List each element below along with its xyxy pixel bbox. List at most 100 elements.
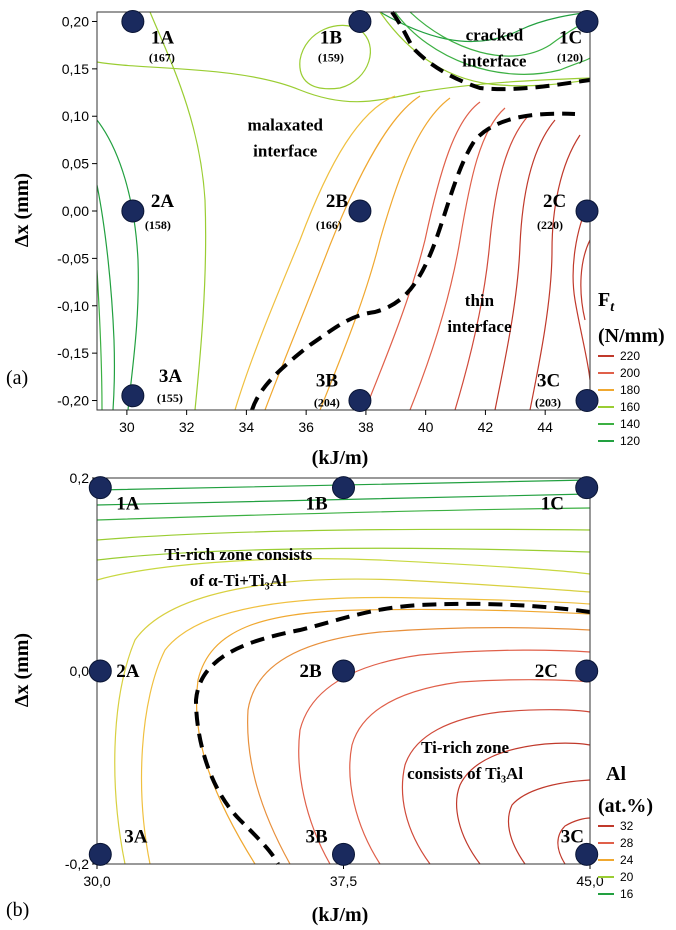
sample-point-label: 3C <box>561 826 584 847</box>
sample-point-value: (120) <box>557 50 583 64</box>
x-tick-label: 42 <box>478 419 494 435</box>
sample-point-marker <box>575 659 599 683</box>
sample-point-label: 1A <box>151 27 175 48</box>
legend-level-label: 140 <box>620 417 640 431</box>
legend-level-label: 28 <box>620 836 634 850</box>
region-annotation: malaxated interface <box>247 115 323 160</box>
y-tick-label: 0,20 <box>62 13 89 29</box>
sample-point-value: (155) <box>157 391 183 405</box>
annotations-a: cracked interface malaxated interface thin in… <box>247 25 526 335</box>
sample-point-value: (158) <box>145 218 171 232</box>
x-axis-label-b: (kJ/m) <box>312 904 369 926</box>
sample-point-marker <box>121 384 145 408</box>
y-tick-label: -0,05 <box>57 250 89 266</box>
legend-items-a: 220 200 180 160 140 120 <box>598 349 640 448</box>
legend-level-label: 220 <box>620 349 640 363</box>
x-tick-label: 30,0 <box>83 873 110 889</box>
legend-level-label: 32 <box>620 819 634 833</box>
legend-level-label: 160 <box>620 400 640 414</box>
y-tick-label: 0,0 <box>70 663 90 679</box>
sample-point-label: 1C <box>541 494 564 515</box>
sample-point-value: (203) <box>535 396 561 410</box>
legend-title-b: Al <box>606 763 626 785</box>
y-ticks-a: 0,20 0,15 0,10 0,05 0,00 -0,05 -0,10 -0,15 -0,20 <box>57 13 97 409</box>
sample-point-value: (220) <box>537 218 563 232</box>
sample-point-label: 2A <box>116 661 140 682</box>
x-ticks-a: 30 32 34 36 38 40 42 44 <box>119 410 553 435</box>
sample-point-marker <box>332 659 355 683</box>
x-tick-label: 45,0 <box>576 873 603 889</box>
sample-point-marker <box>575 842 599 866</box>
sample-point-value: (166) <box>316 218 342 232</box>
sample-point-marker <box>348 199 372 223</box>
legend-a: Ft (N/mm) 220 200 180 160 140 120 <box>598 289 665 448</box>
sample-point-label: 3A <box>159 366 183 387</box>
x-tick-label: 32 <box>179 419 195 435</box>
y-tick-label: -0,10 <box>57 298 89 314</box>
y-tick-label: -0,2 <box>65 856 89 872</box>
y-tick-label: 0,05 <box>62 156 89 172</box>
y-tick-label: 0,15 <box>62 61 89 77</box>
y-tick-label: 0,00 <box>62 203 89 219</box>
sample-point-label: 1C <box>559 27 582 48</box>
y-ticks-b: 0,2 0,0 -0,2 <box>65 470 97 872</box>
contour-plot-b <box>96 477 591 865</box>
region-annotation: Ti-rich zone consists of α-Ti+Ti₃Al <box>164 545 312 590</box>
panel-b: 30,0 37,5 45,0 0,2 0,0 -0,2 (kJ/m) Δx (mm) (… <box>6 470 653 926</box>
y-axis-label-b: Δx (mm) <box>11 633 33 707</box>
sample-point-marker <box>575 9 599 33</box>
x-ticks-b: 30,0 37,5 45,0 <box>83 864 604 889</box>
region-annotation: thin interface <box>447 291 512 336</box>
sample-point-value: (204) <box>314 396 340 410</box>
sample-point-label: 2A <box>151 191 175 212</box>
x-tick-label: 38 <box>358 419 374 435</box>
x-tick-label: 36 <box>298 419 314 435</box>
points-b: 1A 1B 1C 2A 2B 2C 3A 3B 3C <box>88 476 599 866</box>
legend-b: Al (at.%) 32 28 24 20 16 <box>598 763 653 901</box>
sample-point-marker <box>332 842 355 866</box>
sample-point-marker <box>575 476 599 500</box>
x-tick-label: 44 <box>537 419 553 435</box>
sample-point-label: 3B <box>316 371 339 392</box>
sample-point-marker <box>575 199 599 223</box>
sample-point-label: 1B <box>306 494 329 515</box>
sample-point-label: 2C <box>543 191 566 212</box>
annotations-b: Ti-rich zone consists of α-Ti+Ti₃Al Ti-ric… <box>164 545 523 783</box>
legend-unit-b: (at.%) <box>598 795 653 817</box>
panel-label-a: (a) <box>6 367 28 389</box>
sample-point-label: 1A <box>116 494 140 515</box>
legend-level-label: 120 <box>620 434 640 448</box>
sample-point-value: (159) <box>318 50 344 64</box>
y-axis-label-a: Δx (mm) <box>11 173 33 247</box>
legend-level-label: 24 <box>620 853 634 867</box>
legend-level-label: 180 <box>620 383 640 397</box>
x-tick-label: 30 <box>119 419 135 435</box>
y-tick-label: -0,20 <box>57 393 89 409</box>
x-tick-label: 34 <box>239 419 255 435</box>
sample-point-marker <box>88 842 112 866</box>
legend-unit-a: (N/mm) <box>598 325 665 347</box>
panel-a: 30 32 34 36 38 40 42 44 0,20 0,15 0,10 0,05 0,00 -0,… <box>6 9 665 469</box>
sample-point-label: 3A <box>124 826 148 847</box>
sample-point-label: 2B <box>300 661 323 682</box>
sample-point-label: 3C <box>537 371 560 392</box>
sample-point-marker <box>88 476 112 500</box>
sample-point-marker <box>348 389 372 413</box>
y-tick-label: 0,2 <box>70 470 90 486</box>
sample-point-label: 2C <box>535 661 558 682</box>
legend-level-label: 20 <box>620 870 634 884</box>
sample-point-marker <box>575 389 599 413</box>
legend-items-b: 32 28 24 20 16 <box>598 819 634 901</box>
x-axis-label-a: (kJ/m) <box>312 447 369 469</box>
x-tick-label: 40 <box>418 419 434 435</box>
region-annotation: Ti-rich zone consists of Ti₃Al <box>407 738 523 783</box>
y-tick-label: -0,15 <box>57 345 89 361</box>
legend-level-label: 16 <box>620 887 634 901</box>
legend-level-label: 200 <box>620 366 640 380</box>
sample-point-marker <box>88 659 112 683</box>
panel-label-b: (b) <box>6 899 29 921</box>
sample-point-marker <box>121 9 145 33</box>
x-tick-label: 37,5 <box>330 873 357 889</box>
sample-point-marker <box>348 9 372 33</box>
